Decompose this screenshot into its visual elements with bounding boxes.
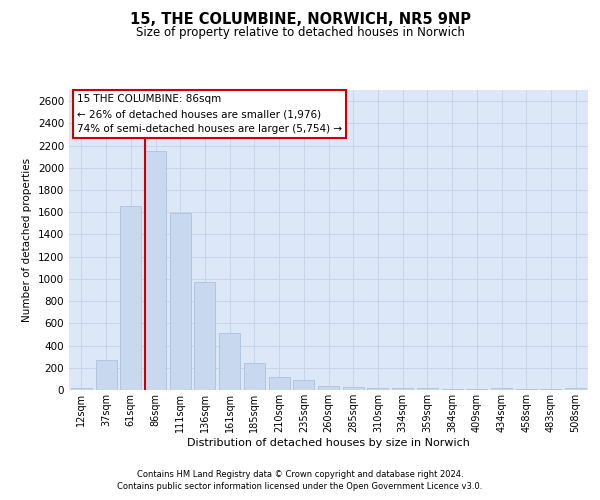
Bar <box>71 388 92 390</box>
Bar <box>95 360 116 390</box>
Bar <box>120 206 141 390</box>
Text: Contains HM Land Registry data © Crown copyright and database right 2024.: Contains HM Land Registry data © Crown c… <box>137 470 463 479</box>
Bar <box>417 388 438 390</box>
X-axis label: Distribution of detached houses by size in Norwich: Distribution of detached houses by size … <box>187 438 470 448</box>
Bar <box>145 151 166 390</box>
Bar <box>170 214 191 390</box>
Bar <box>392 388 413 390</box>
Text: 15 THE COLUMBINE: 86sqm
← 26% of detached houses are smaller (1,976)
74% of semi: 15 THE COLUMBINE: 86sqm ← 26% of detache… <box>77 94 342 134</box>
Bar <box>565 388 586 390</box>
Text: Contains public sector information licensed under the Open Government Licence v3: Contains public sector information licen… <box>118 482 482 491</box>
Bar <box>194 282 215 390</box>
Text: 15, THE COLUMBINE, NORWICH, NR5 9NP: 15, THE COLUMBINE, NORWICH, NR5 9NP <box>130 12 470 28</box>
Bar <box>269 376 290 390</box>
Text: Size of property relative to detached houses in Norwich: Size of property relative to detached ho… <box>136 26 464 39</box>
Bar <box>293 380 314 390</box>
Bar <box>491 388 512 390</box>
Bar <box>343 387 364 390</box>
Bar <box>442 389 463 390</box>
Bar <box>244 364 265 390</box>
Bar <box>367 388 388 390</box>
Bar <box>318 386 339 390</box>
Y-axis label: Number of detached properties: Number of detached properties <box>22 158 32 322</box>
Bar <box>219 334 240 390</box>
